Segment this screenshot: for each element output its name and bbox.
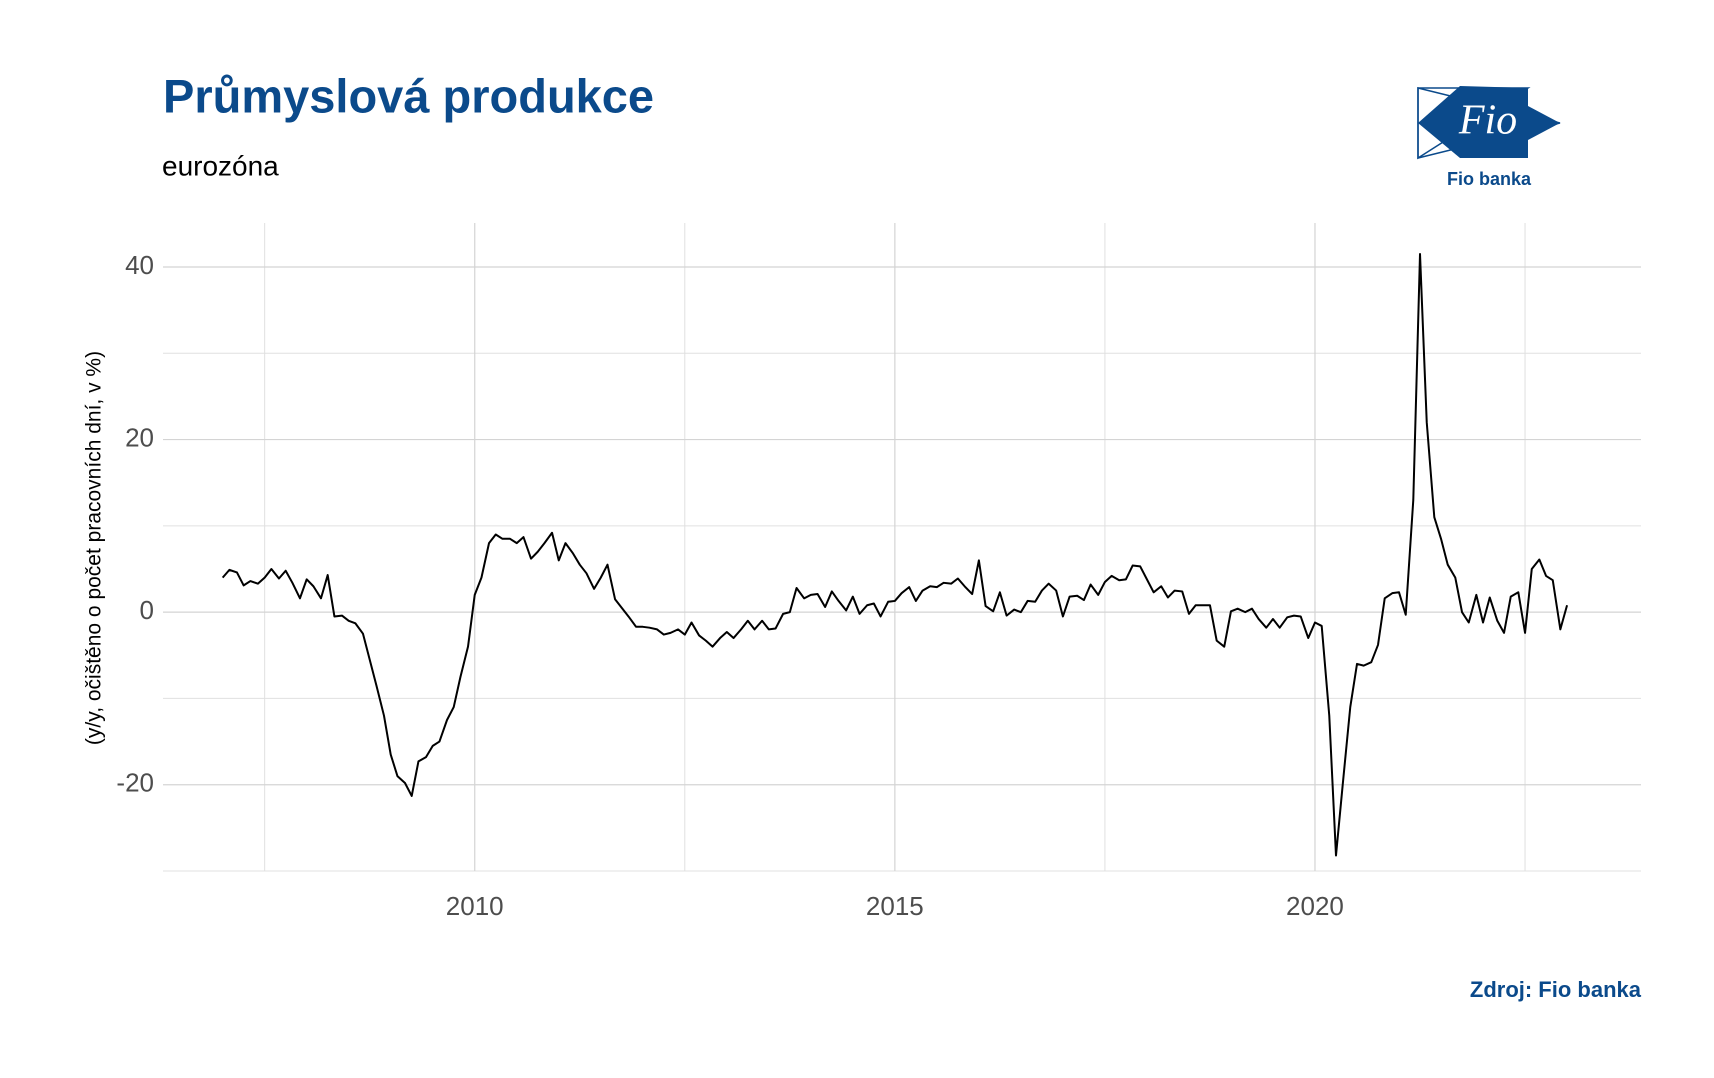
grid: -20 0 20 40 2010 2015 2020 (116, 223, 1641, 921)
source: Zdroj: Fio banka (1470, 977, 1642, 1002)
logo: Fio Fio banka (1417, 86, 1561, 189)
y-tick-label: 20 (125, 422, 154, 452)
y-tick-label: 0 (140, 595, 154, 625)
chart-subtitle: eurozóna (162, 150, 279, 181)
chart-title: Průmyslová produkce (163, 69, 654, 122)
logo-caption: Fio banka (1447, 169, 1532, 189)
logo-flag (1418, 86, 1528, 158)
x-tick-label: 2020 (1286, 891, 1344, 921)
y-tick-label: 40 (125, 250, 154, 280)
y-tick-label: -20 (116, 768, 154, 798)
x-tick-label: 2010 (446, 891, 504, 921)
x-tick-label: 2015 (866, 891, 924, 921)
logo-text: Fio (1458, 98, 1517, 144)
y-axis-label: (y/y, očištěno o počet pracovních dní, v… (83, 351, 106, 745)
logo-tip (1528, 106, 1560, 140)
plot (221, 253, 1569, 857)
data-line (221, 253, 1569, 857)
